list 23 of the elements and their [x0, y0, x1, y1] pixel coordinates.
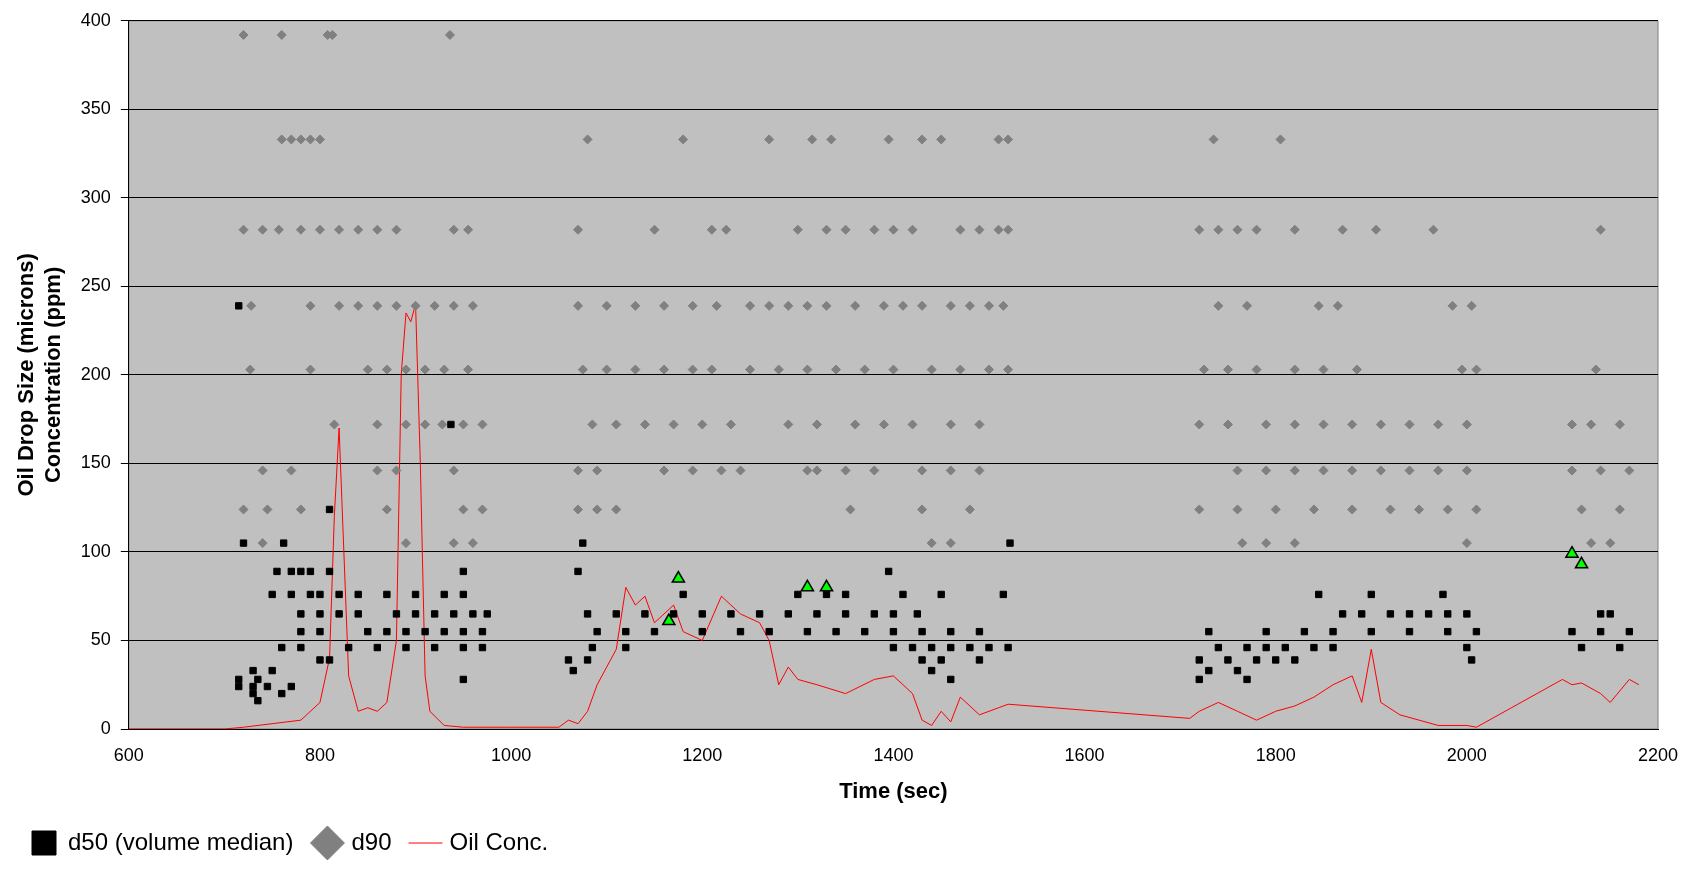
legend-label: d90	[351, 827, 392, 855]
y-tick-label: 50	[90, 629, 111, 650]
x-tick-label: 1000	[491, 744, 532, 765]
legend-label: Oil Conc.	[449, 827, 549, 855]
y-tick-label: 350	[80, 98, 111, 119]
x-tick-label: 2200	[1637, 744, 1679, 765]
y-tick-label: 150	[80, 452, 111, 473]
x-tick-label: 1600	[1064, 744, 1105, 765]
x-tick-label: 1200	[682, 744, 723, 765]
x-tick-label: 600	[113, 744, 144, 765]
x-tick-label: 800	[304, 744, 335, 765]
legend-label: d50 (volume median)	[68, 827, 294, 855]
y-tick-label: 400	[80, 9, 111, 30]
x-tick-label: 2000	[1446, 744, 1487, 765]
y-tick-label: 0	[100, 717, 111, 738]
y-tick-label: 300	[80, 186, 111, 207]
y-tick-label: 250	[80, 275, 111, 296]
x-axis-title: Time (sec)	[839, 777, 948, 803]
y-tick-label: 100	[80, 540, 111, 561]
y-axis-title: Oil Drop Size (microns) Concentration (ppm)	[13, 253, 65, 497]
x-tick-label: 1800	[1255, 744, 1296, 765]
x-tick-label: 1400	[873, 744, 914, 765]
y-tick-label: 200	[80, 363, 111, 384]
